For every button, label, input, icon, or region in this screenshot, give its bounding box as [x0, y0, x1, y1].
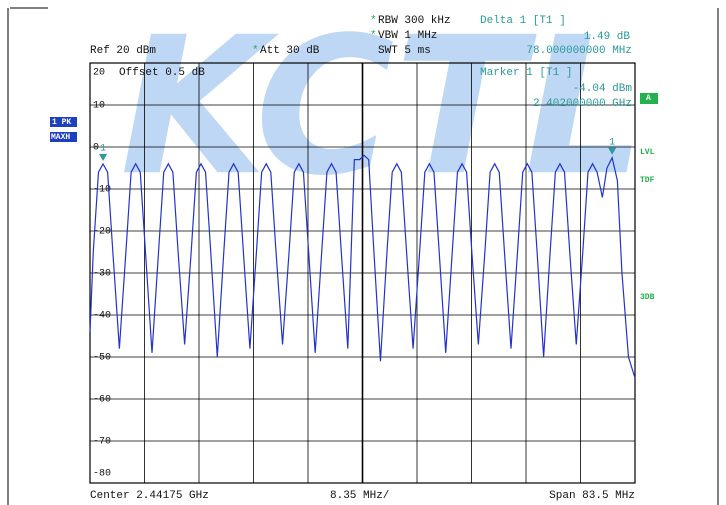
y-tick-label: -20 — [93, 227, 111, 238]
delta-title: Delta 1 [T1 ] — [480, 15, 566, 27]
y-tick-label: -80 — [93, 469, 111, 480]
star: * — [370, 15, 377, 27]
marker-label: 1 — [100, 144, 106, 155]
trace-box — [50, 117, 77, 127]
delta-level: 1.49 dB — [584, 31, 631, 43]
rbw: RBW 300 kHz — [378, 15, 451, 27]
y-tick-label: -60 — [93, 395, 111, 406]
div-freq: 8.35 MHz/ — [330, 490, 389, 502]
offset: Offset 0.5 dB — [119, 67, 205, 79]
y-tick-label: -70 — [93, 437, 111, 448]
watermark: KCTL — [120, 0, 645, 217]
side-3db: 3DB — [640, 293, 655, 302]
center-freq: Center 2.44175 GHz — [90, 490, 209, 502]
marker — [99, 153, 108, 161]
y-tick-label: 20 — [93, 68, 105, 79]
marker-title: Marker 1 [T1 ] — [480, 67, 572, 79]
trace — [89, 154, 636, 379]
delta-freq: 78.000000000 MHz — [526, 45, 632, 57]
side-box — [640, 93, 658, 104]
star: * — [370, 30, 377, 42]
span-freq: Span 83.5 MHz — [549, 490, 635, 502]
star: * — [252, 45, 259, 57]
trace-detector: MAXH — [51, 133, 70, 142]
trace-mode: 1 PK — [52, 118, 71, 127]
y-tick-label: 0 — [93, 143, 99, 154]
vbw: VBW 1 MHz — [378, 30, 437, 42]
y-tick-label: -40 — [93, 311, 111, 322]
marker-level: -4.04 dBm — [573, 83, 633, 95]
trace-box — [50, 132, 77, 142]
y-tick-label: -30 — [93, 269, 111, 280]
attenuation: Att 30 dB — [260, 45, 320, 57]
marker-label: 1 — [609, 137, 615, 148]
marker-freq: 2.402000000 GHz — [533, 98, 632, 110]
marker — [608, 147, 617, 155]
side-a: A — [646, 94, 651, 103]
y-tick-label: 10 — [93, 101, 105, 112]
side-lvl: LVL — [640, 148, 655, 157]
side-tdf: TDF — [640, 176, 655, 185]
y-tick-label: -50 — [93, 353, 111, 364]
ref-level: Ref 20 dBm — [90, 45, 156, 57]
y-tick-label: -10 — [93, 185, 111, 196]
swt: SWT 5 ms — [378, 45, 431, 57]
